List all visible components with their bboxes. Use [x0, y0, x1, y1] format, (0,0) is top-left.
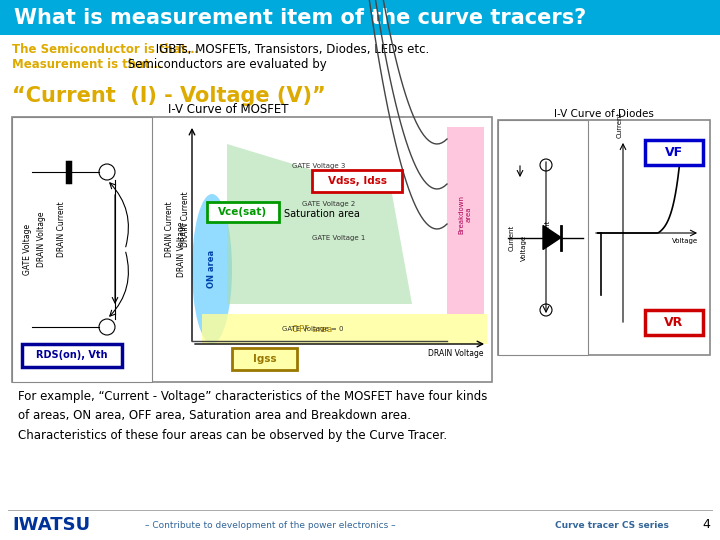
Text: IGBTs, MOSFETs, Transistors, Diodes, LEDs etc.: IGBTs, MOSFETs, Transistors, Diodes, LED… — [152, 43, 429, 56]
Text: – Contribute to development of the power electronics –: – Contribute to development of the power… — [145, 521, 395, 530]
Text: DRAIN Current: DRAIN Current — [58, 201, 66, 258]
Text: VF: VF — [665, 146, 683, 159]
Text: GATE Voltage 1: GATE Voltage 1 — [312, 235, 365, 241]
Polygon shape — [227, 144, 412, 304]
Text: 4: 4 — [702, 518, 710, 531]
Text: Curve tracer CS series: Curve tracer CS series — [555, 521, 669, 530]
Polygon shape — [543, 226, 561, 249]
Text: DRAIN Voltage: DRAIN Voltage — [178, 222, 186, 277]
Text: Voltage: Voltage — [672, 238, 698, 244]
Text: Breakdown
area: Breakdown area — [459, 194, 472, 233]
Text: Igss: Igss — [253, 354, 276, 364]
Text: Current: Current — [545, 219, 551, 246]
Text: The Semiconductor is that…: The Semiconductor is that… — [12, 43, 199, 56]
Bar — [22, 344, 122, 367]
Text: VR: VR — [665, 316, 683, 329]
Text: DRAIN Voltage: DRAIN Voltage — [37, 212, 47, 267]
Text: Vdss, Idss: Vdss, Idss — [328, 176, 387, 186]
Text: RDS(on), Vth: RDS(on), Vth — [36, 350, 108, 361]
Text: “Current  (I) - Voltage (V)”: “Current (I) - Voltage (V)” — [12, 86, 325, 106]
Bar — [498, 120, 588, 355]
Bar — [645, 310, 703, 335]
Bar — [12, 117, 492, 382]
Bar — [312, 170, 402, 192]
Text: Saturation area: Saturation area — [284, 209, 360, 219]
Bar — [645, 140, 703, 165]
Text: Semiconductors are evaluated by: Semiconductors are evaluated by — [124, 58, 327, 71]
Text: Current: Current — [509, 225, 515, 251]
Text: Voltage: Voltage — [521, 234, 527, 261]
Text: IWATSU: IWATSU — [12, 516, 90, 534]
Text: Vce(sat): Vce(sat) — [218, 207, 268, 217]
Bar — [207, 202, 279, 222]
Ellipse shape — [192, 194, 232, 344]
Bar — [12, 117, 152, 382]
Text: GATE Voltage 3: GATE Voltage 3 — [292, 163, 346, 169]
Text: OFF area: OFF area — [292, 325, 332, 334]
Text: DRAIN Current: DRAIN Current — [166, 201, 174, 258]
Polygon shape — [447, 127, 484, 314]
Text: ON area: ON area — [207, 250, 217, 288]
Text: GATE Voltage 2: GATE Voltage 2 — [302, 201, 355, 207]
Text: I-V Curve of Diodes: I-V Curve of Diodes — [554, 109, 654, 119]
Bar — [498, 120, 710, 355]
Text: DRAIN Current: DRAIN Current — [181, 192, 190, 247]
Text: GATE Voltage: GATE Voltage — [22, 224, 32, 275]
Text: Measurement is that…: Measurement is that… — [12, 58, 161, 71]
Text: I-V Curve of MOSFET: I-V Curve of MOSFET — [168, 103, 288, 116]
Text: DRAIN Voltage: DRAIN Voltage — [428, 349, 484, 358]
Bar — [202, 314, 487, 344]
Bar — [232, 348, 297, 370]
Text: Current: Current — [617, 112, 623, 138]
Text: What is measurement item of the curve tracers?: What is measurement item of the curve tr… — [14, 8, 586, 28]
Bar — [0, 0, 720, 35]
Text: GATE Voltage = 0: GATE Voltage = 0 — [282, 326, 343, 332]
Text: For example, “Current - Voltage” characteristics of the MOSFET have four kinds
o: For example, “Current - Voltage” charact… — [18, 390, 487, 442]
